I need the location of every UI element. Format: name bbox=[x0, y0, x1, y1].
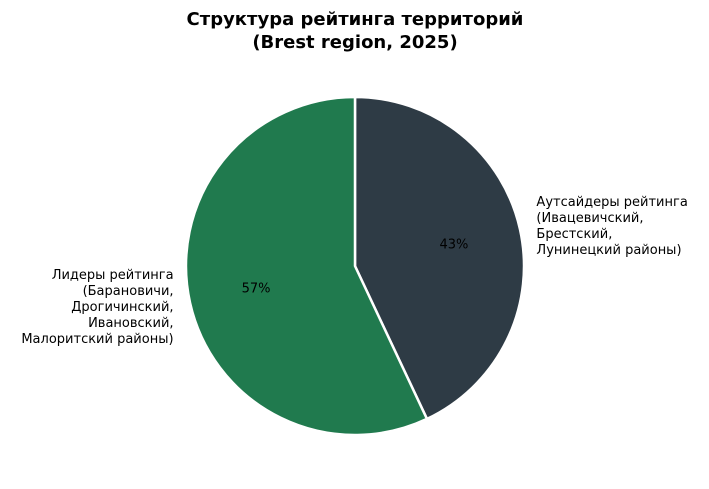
pie-slice-1 bbox=[353, 95, 526, 421]
pie-percent-label-1: 43% bbox=[440, 237, 469, 252]
pie-percent-label-2: 57% bbox=[242, 282, 271, 297]
pie-percent-labels: 43% 57% bbox=[242, 237, 469, 296]
pie-category-label-2: Лидеры рейтинга (Барановичи, Дрогичинский,… bbox=[21, 268, 173, 347]
chart-title-line-1: Структура рейтинга территорий bbox=[187, 9, 524, 30]
pie-slice-2 bbox=[184, 95, 429, 437]
pie-slices bbox=[184, 95, 526, 437]
pie-category-label-1: Аутсайдеры рейтинга (Ивацевичский, Брестск… bbox=[536, 195, 687, 258]
chart-title-line-2: (Brest region, 2025) bbox=[252, 32, 457, 53]
pie-category-labels: Аутсайдеры рейтинга (Ивацевичский, Брестск… bbox=[21, 195, 687, 347]
